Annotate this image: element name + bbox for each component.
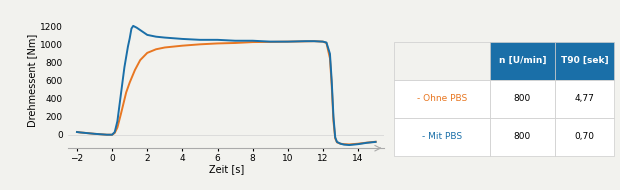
Text: 800: 800 xyxy=(514,94,531,103)
Text: - Ohne PBS: - Ohne PBS xyxy=(417,94,467,103)
Text: - Mit PBS: - Mit PBS xyxy=(422,132,462,141)
Text: 4,77: 4,77 xyxy=(574,94,595,103)
Bar xyxy=(555,80,614,118)
Bar xyxy=(555,42,614,80)
Text: 0,70: 0,70 xyxy=(574,132,595,141)
Bar xyxy=(490,42,555,80)
Bar xyxy=(490,80,555,118)
Bar xyxy=(490,118,555,156)
Text: n [U/min]: n [U/min] xyxy=(498,56,546,65)
X-axis label: Zeit [s]: Zeit [s] xyxy=(209,164,244,174)
Bar xyxy=(555,118,614,156)
Text: 800: 800 xyxy=(514,132,531,141)
Bar xyxy=(394,42,490,80)
Y-axis label: Drehmessent [Nm]: Drehmessent [Nm] xyxy=(27,34,37,127)
Bar xyxy=(394,118,490,156)
Text: T90 [sek]: T90 [sek] xyxy=(560,56,608,65)
Bar xyxy=(394,80,490,118)
